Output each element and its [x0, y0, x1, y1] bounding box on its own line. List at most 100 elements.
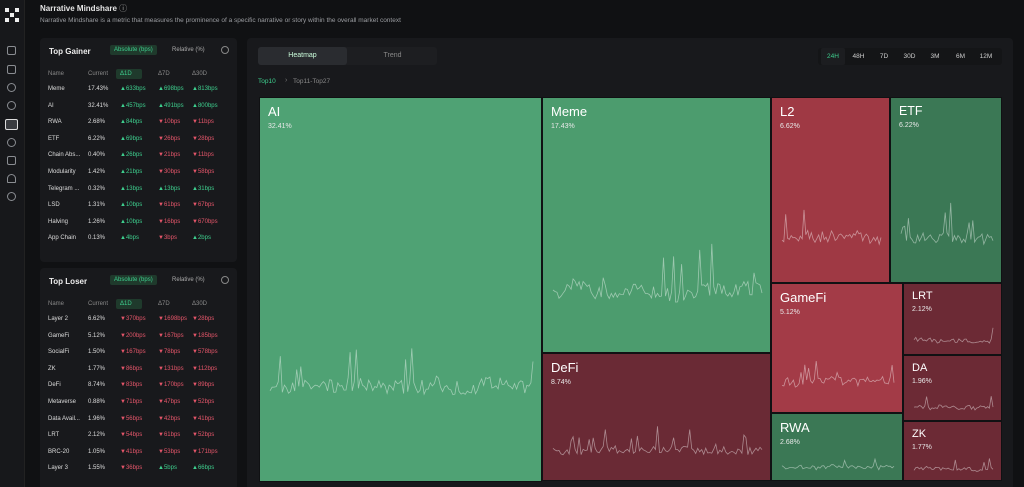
column-header[interactable]: Δ1D	[120, 71, 132, 77]
tile[interactable]: Meme 17.43%	[542, 97, 771, 353]
crumb[interactable]: Top11-Top27	[293, 78, 331, 85]
tile[interactable]: DeFi 8.74%	[542, 353, 771, 481]
crumb-sep: ›	[285, 77, 288, 84]
range-bar: 24H 48H 7D 30D 3M 6M 12M	[818, 48, 1002, 65]
row-value: ▼370bps	[120, 316, 146, 322]
row-value: 1.31%	[88, 202, 106, 209]
tile-share: 2.12%	[912, 306, 932, 314]
column-header[interactable]: Δ30D	[192, 301, 208, 307]
row-value: 1.50%	[88, 349, 106, 356]
settings-icon[interactable]	[221, 46, 229, 54]
nav-icon[interactable]	[7, 192, 16, 201]
row-value: ▲5bps	[158, 465, 177, 472]
row-name: DeFi	[48, 382, 61, 389]
row-value: ▼167bps	[120, 349, 146, 356]
info-icon[interactable]: ⓘ	[119, 4, 128, 13]
tile[interactable]: ETF 6.22%	[890, 97, 1002, 283]
row-name: LRT	[48, 432, 60, 439]
sparkline-path	[900, 202, 994, 246]
tile[interactable]: RWA 2.68%	[771, 413, 903, 481]
row-value: ▼167bps	[158, 332, 184, 339]
nav-icon[interactable]	[7, 101, 16, 110]
toggle[interactable]: Absolute (bps)	[110, 45, 157, 55]
row-value: 2.12%	[88, 432, 106, 439]
row-value: ▲698bps	[158, 86, 184, 92]
loser-panel: Top Loser Absolute (bps) Relative (%) Name C…	[40, 268, 237, 487]
tile-name: ETF	[899, 104, 923, 118]
row-value: ▼52bps	[192, 432, 215, 439]
tile[interactable]: L2 6.62%	[771, 97, 890, 283]
tile-name: LRT	[912, 290, 933, 302]
row-value: ▼26bps	[158, 135, 181, 142]
row-value: ▼30bps	[158, 169, 181, 175]
range-button[interactable]: 12M	[979, 53, 993, 60]
tile-share: 32.41%	[268, 122, 292, 130]
tile[interactable]: LRT 2.12%	[903, 283, 1002, 355]
sparkline-path	[913, 458, 994, 472]
column-header[interactable]: Δ30D	[192, 71, 208, 77]
sparkline-path	[781, 360, 895, 388]
tab[interactable]: Heatmap	[258, 47, 347, 65]
row-value: 1.96%	[88, 415, 106, 422]
column-header[interactable]: Δ7D	[158, 301, 170, 307]
range-button[interactable]: 24H	[821, 48, 845, 65]
range-button[interactable]: 3M	[930, 53, 940, 60]
tab-bar: Heatmap Trend	[258, 47, 437, 65]
sparkline	[913, 458, 994, 472]
row-name: Metaverse	[48, 399, 77, 405]
nav-icon[interactable]	[7, 65, 16, 74]
toggle[interactable]: Relative (%)	[172, 277, 205, 283]
tile[interactable]: AI 32.41%	[259, 97, 542, 482]
tile[interactable]: DA 1.96%	[903, 355, 1002, 421]
nav-icon[interactable]	[7, 174, 16, 183]
tile[interactable]: ZK 1.77%	[903, 421, 1002, 481]
column-highlight	[116, 69, 142, 79]
sparkline	[900, 202, 994, 246]
row-value: ▼67bps	[192, 202, 215, 209]
column-header: Current	[88, 71, 109, 77]
toggle[interactable]: Relative (%)	[172, 47, 205, 53]
range-button[interactable]: 6M	[955, 53, 966, 60]
settings-icon[interactable]	[221, 276, 229, 284]
row-value: ▼578bps	[192, 349, 218, 356]
row-value: 6.62%	[88, 316, 106, 322]
row-name: Layer 3	[48, 465, 69, 472]
tile-share: 6.62%	[780, 122, 800, 130]
range-button[interactable]: 7D	[879, 53, 889, 60]
row-value: ▲2bps	[192, 235, 211, 242]
row-value: 1.26%	[88, 218, 106, 225]
row-value: ▼28bps	[192, 135, 215, 142]
sparkline-path	[913, 396, 994, 411]
nav-icon[interactable]	[7, 138, 16, 147]
tile[interactable]: GameFi 5.12%	[771, 283, 903, 413]
row-value: ▼3bps	[158, 235, 177, 242]
crumb[interactable]: Top10	[258, 78, 276, 85]
range-button[interactable]: 30D	[903, 53, 916, 60]
sparkline	[552, 426, 763, 456]
nav-icon[interactable]	[7, 46, 16, 55]
tile-name: L2	[780, 104, 795, 119]
nav-icon[interactable]	[7, 83, 16, 92]
row-value: ▲10bps	[120, 202, 143, 209]
tile-name: DA	[912, 362, 928, 374]
panel-title: Top Loser	[49, 277, 88, 286]
row-value: ▼42bps	[158, 415, 181, 422]
tile-share: 1.96%	[912, 378, 932, 386]
column-header[interactable]: Δ1D	[120, 301, 132, 307]
row-value: ▲800bps	[192, 102, 218, 109]
tab[interactable]: Trend	[383, 52, 402, 59]
row-name: RWA	[48, 119, 62, 126]
tile-name: ZK	[912, 428, 927, 440]
row-value: ▼185bps	[192, 332, 218, 339]
row-name: ZK	[48, 365, 56, 372]
row-value: ▼10bps	[158, 119, 181, 126]
toggle[interactable]: Absolute (bps)	[110, 275, 157, 285]
row-value: 0.32%	[88, 185, 106, 192]
nav-icon[interactable]	[7, 156, 16, 165]
row-value: ▼21bps	[158, 152, 181, 159]
nav-icon-active[interactable]	[5, 119, 18, 130]
column-header[interactable]: Δ7D	[158, 71, 170, 77]
range-button[interactable]: 48H	[852, 53, 865, 60]
row-value: 2.68%	[88, 119, 106, 126]
row-value: ▲457bps	[120, 102, 146, 109]
